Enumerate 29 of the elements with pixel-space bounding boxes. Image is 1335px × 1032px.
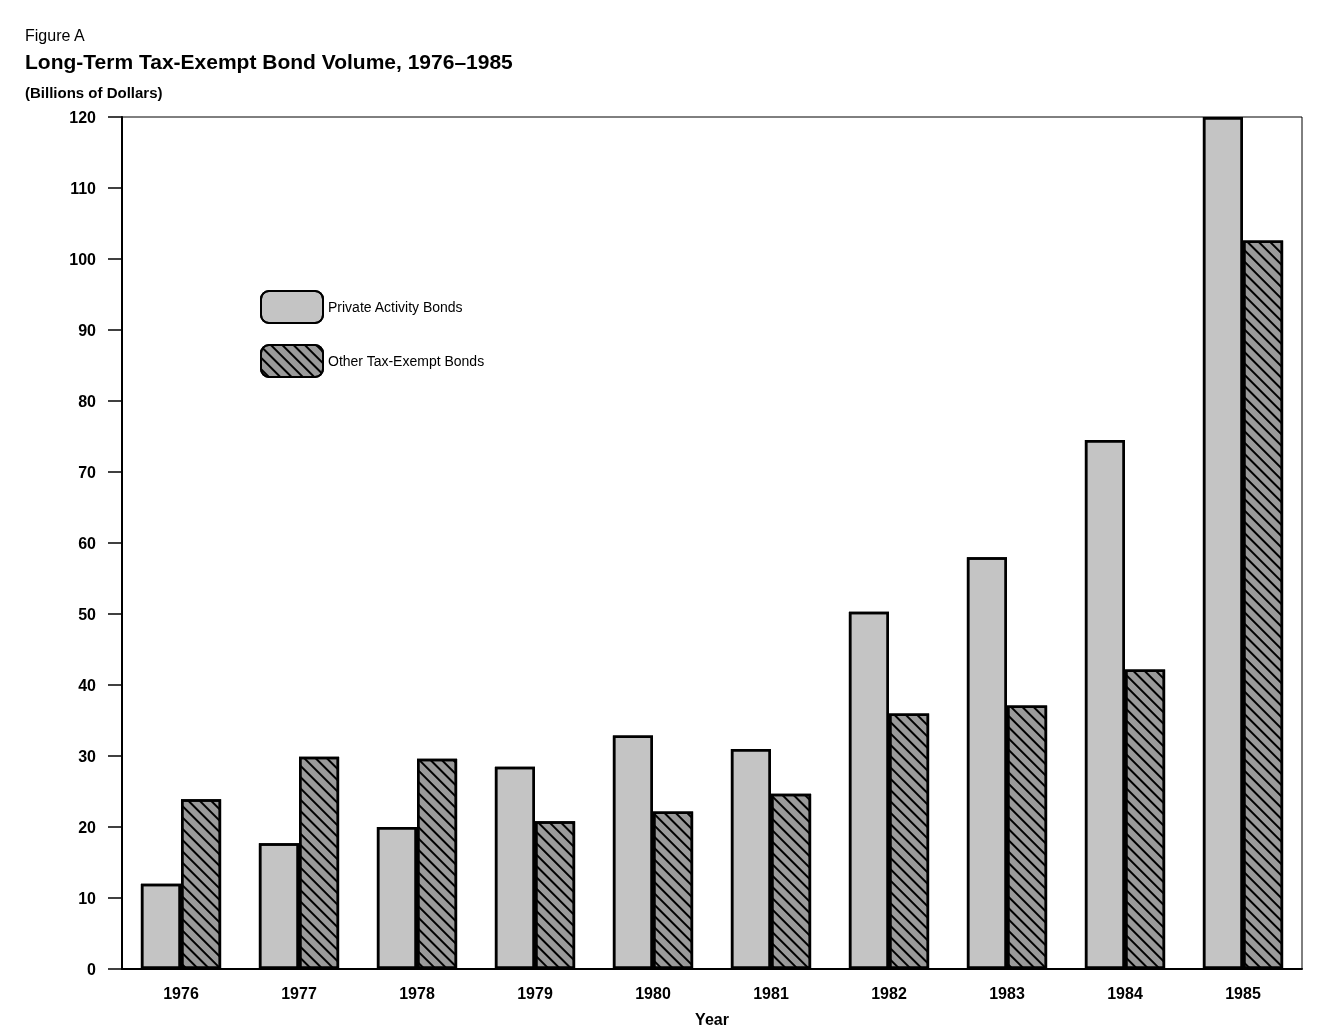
y-tick-label: 30: [78, 747, 97, 765]
x-tick-label: 1981: [753, 984, 789, 1002]
y-tick-label: 0: [87, 960, 97, 978]
x-tick-label: 1980: [635, 984, 671, 1002]
y-tick-label: 100: [69, 250, 97, 268]
x-tick-label: 1976: [163, 984, 199, 1002]
x-tick-label: 1979: [517, 984, 553, 1002]
x-axis-title: Year: [695, 1010, 729, 1028]
y-tick-label: 60: [78, 534, 97, 552]
y-tick-label: 90: [78, 321, 97, 339]
x-tick-label: 1985: [1225, 984, 1261, 1002]
y-tick-label: 120: [69, 108, 97, 126]
x-tick-label: 1978: [399, 984, 435, 1002]
legend-label: Private Activity Bonds: [328, 299, 463, 315]
y-tick-label: 50: [78, 605, 97, 623]
x-tick-label: 1982: [871, 984, 907, 1002]
chart-subtitle: (Billions of Dollars): [25, 84, 163, 101]
x-tick-label: 1977: [281, 984, 317, 1002]
text: Figure A: [25, 26, 85, 44]
y-tick-label: 10: [78, 889, 97, 907]
x-tick-label: 1983: [989, 984, 1025, 1002]
y-tick-label: 20: [78, 818, 97, 836]
x-tick-label: 1984: [1107, 984, 1143, 1002]
legend-label: Other Tax-Exempt Bonds: [328, 353, 485, 369]
y-tick-label: 70: [78, 463, 97, 481]
y-tick-label: 80: [78, 392, 97, 410]
y-tick-label: 40: [78, 676, 97, 694]
chart-title: Long-Term Tax-Exempt Bond Volume, 1976–1985: [25, 50, 514, 73]
y-tick-label: 110: [70, 179, 97, 197]
